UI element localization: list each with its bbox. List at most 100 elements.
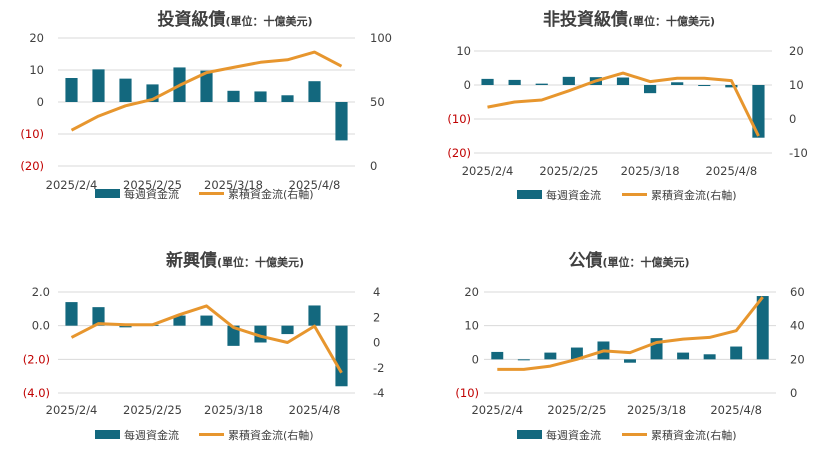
y-left-tick-label: 10 [456,44,471,58]
bar-weekly-flow [698,85,711,87]
y-right-tick-label: 100 [370,31,392,45]
x-tick-label: 2025/3/18 [204,403,263,417]
x-tick-label: 2025/4/8 [710,403,762,417]
line-cumulative-flow [70,50,343,132]
x-tick-label: 2025/3/18 [204,178,263,192]
bar-weekly-flow [508,79,521,85]
bar-weekly-flow [517,359,530,361]
legend-bar-label: 每週資金流 [546,188,601,202]
y-left-tick-label: (20) [447,146,471,160]
bar-weekly-flow [335,102,348,141]
y-left-tick-label: 20 [464,285,479,299]
legend: 每週資金流 累積資金流(右軸) [517,428,737,442]
chart-title-main: 非投資級債 [543,9,628,30]
y-right-tick-label: 50 [370,95,385,109]
y-left-tick-label: 10 [29,63,44,77]
x-tick-label: 2025/4/8 [706,164,758,178]
y-left-tick-label: 0 [472,352,479,366]
bar-weekly-flow [752,85,765,138]
x-tick-label: 2025/2/4 [46,403,98,417]
line-cumulative-flow [497,296,764,371]
legend-line-label: 累積資金流(右軸) [228,187,314,201]
legend-bar-swatch [517,430,542,439]
line-cumulative-flow [70,304,343,374]
bar-weekly-flow [65,302,78,326]
y-right-tick-label: -10 [789,146,808,160]
y-left-tick-label: (20) [20,159,44,173]
y-right-tick-label: 2 [373,310,380,324]
bar-weekly-flow [671,82,684,85]
y-left-tick-label: (10) [20,127,44,141]
chart-panel-1: 投資級債(單位：十億美元)20100(10)(20)1005002025/2/4… [20,9,392,201]
chart-subtitle: (單位：十億美元) [217,255,304,269]
bar-weekly-flow [491,351,504,360]
bar-weekly-flow [92,69,105,102]
y-right-tick-label: 0 [790,386,797,400]
bar-weekly-flow [65,78,78,102]
y-left-tick-label: 2.0 [32,285,50,299]
legend: 每週資金流 累積資金流(右軸) [95,187,314,201]
legend-bar-label: 每週資金流 [546,428,601,442]
y-right-tick-label: 0 [370,159,377,173]
legend-bar-label: 每週資金流 [124,187,179,201]
bar-weekly-flow [119,78,132,102]
legend-bar-swatch [517,190,542,199]
bar-weekly-flow [677,352,690,360]
chart-title: 公債(單位：十億美元) [568,250,689,271]
bar-weekly-flow [535,83,548,85]
chart-subtitle: (單位：十億美元) [628,14,715,28]
x-tick-label: 2025/2/4 [462,164,514,178]
chart-title: 投資級債(單位：十億美元) [157,9,312,30]
x-tick-label: 2025/4/8 [289,178,341,192]
y-left-tick-label: 0 [37,95,44,109]
y-right-tick-label: 0 [373,336,380,350]
chart-title: 新興債(單位：十億美元) [166,250,304,271]
legend-bar-swatch [95,430,120,439]
x-tick-label: 2025/2/25 [123,178,182,192]
x-tick-label: 2025/2/4 [471,403,523,417]
bar-weekly-flow [308,81,321,102]
legend-line-label: 累積資金流(右軸) [228,428,314,442]
y-right-tick-label: 4 [373,285,380,299]
legend: 每週資金流 累積資金流(右軸) [517,188,737,202]
x-tick-label: 2025/4/8 [289,403,341,417]
x-tick-label: 2025/2/4 [46,178,98,192]
bar-weekly-flow [730,346,743,360]
legend-line-label: 累積資金流(右軸) [651,428,737,442]
bar-weekly-flow [335,325,348,387]
y-left-tick-label: (10) [447,112,471,126]
y-right-tick-label: 20 [789,44,804,58]
bar-weekly-flow [281,325,294,335]
y-left-tick-label: 20 [29,31,44,45]
y-left-tick-label: (10) [455,386,479,400]
y-right-tick-label: 60 [790,285,805,299]
legend-bar-label: 每週資金流 [124,428,179,442]
y-right-tick-label: 20 [790,352,805,366]
bar-weekly-flow [562,76,575,85]
chart-title-main: 新興債 [166,250,217,271]
bar-weekly-flow [308,305,321,326]
x-tick-label: 2025/2/25 [547,403,606,417]
y-right-tick-label: -2 [373,361,384,375]
bar-weekly-flow [481,78,494,85]
bar-weekly-flow [570,347,583,360]
bar-weekly-flow [725,85,738,88]
bar-weekly-flow [756,296,769,360]
chart-subtitle: (單位：十億美元) [225,14,312,28]
bar-weekly-flow [119,325,132,328]
bar-weekly-flow [703,354,716,360]
y-left-tick-label: (4.0) [23,386,50,400]
bar-weekly-flow [227,325,240,346]
bar-weekly-flow [650,338,663,360]
y-right-tick-label: -4 [373,386,384,400]
y-right-tick-label: 40 [790,319,805,333]
y-left-tick-label: (2.0) [23,352,50,366]
x-tick-label: 2025/2/25 [123,403,182,417]
bar-weekly-flow [200,70,213,102]
y-left-tick-label: 10 [464,319,479,333]
legend: 每週資金流 累積資金流(右軸) [95,428,314,442]
legend-line-label: 累積資金流(右軸) [651,188,737,202]
bar-weekly-flow [92,307,105,326]
y-left-tick-label: 0.0 [32,319,50,333]
